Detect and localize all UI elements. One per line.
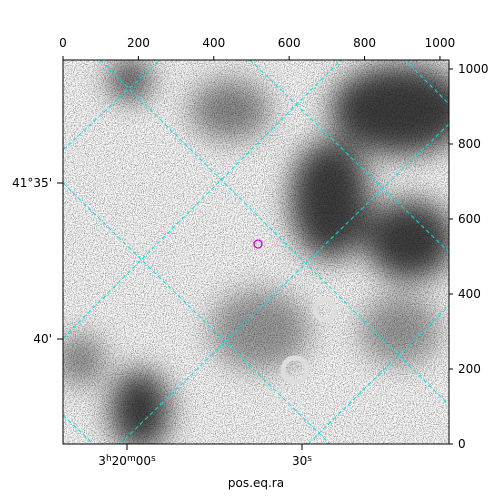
x-tick-label: 0 (59, 36, 67, 50)
coordinate-grid (63, 60, 449, 444)
dec-tick-label: 41°35' (12, 176, 52, 190)
y-tick-label: 600 (458, 212, 481, 226)
x-tick-label: 1000 (425, 36, 456, 50)
ra-tick-label: 3h20m00s (98, 454, 156, 468)
x-tick-label: 800 (353, 36, 376, 50)
y-tick-label: 0 (458, 437, 466, 451)
x-tick-label: 400 (202, 36, 225, 50)
frame (62, 59, 450, 445)
x-tick-label: 600 (278, 36, 301, 50)
target-marker (253, 239, 263, 249)
ra-tick-label: 30s (292, 454, 312, 468)
y-tick-label: 800 (458, 137, 481, 151)
y-tick-label: 1000 (458, 62, 489, 76)
x-axis-label: pos.eq.ra (228, 476, 284, 490)
y-tick-label: 400 (458, 287, 481, 301)
y-tick-label: 200 (458, 362, 481, 376)
x-tick-label: 200 (127, 36, 150, 50)
dec-tick-label: 40' (33, 332, 52, 346)
wcs-ticks (57, 182, 303, 450)
sky-image (63, 60, 449, 444)
